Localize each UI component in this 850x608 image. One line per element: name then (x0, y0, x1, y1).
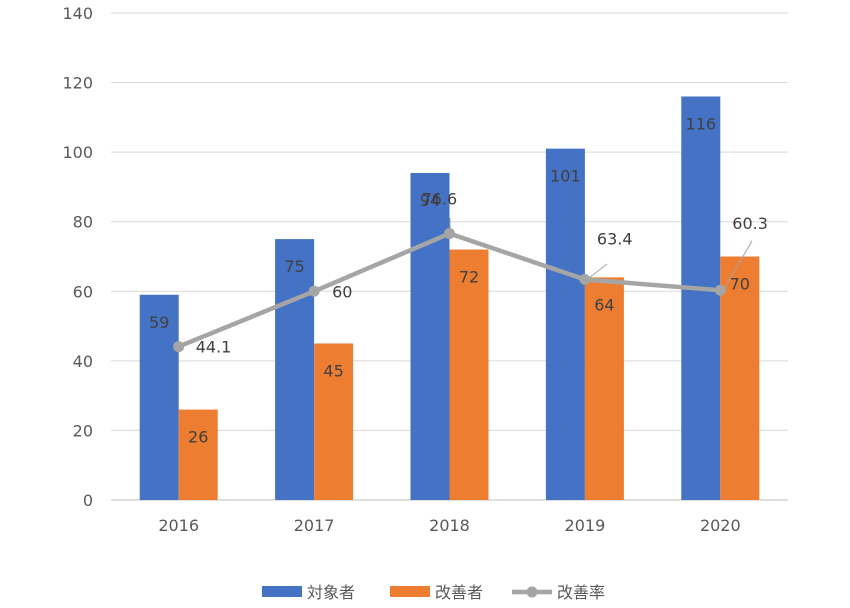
line-point (308, 285, 320, 297)
bar-対象者 (545, 148, 585, 500)
legend-label: 改善者 (435, 583, 483, 602)
line-point (714, 284, 726, 296)
bar-data-label: 26 (188, 428, 208, 447)
bar-data-label: 94 (420, 191, 440, 210)
legend-swatch (390, 586, 430, 597)
bar-data-label: 70 (730, 275, 750, 294)
legend-label: 対象者 (307, 583, 355, 602)
legend-marker (526, 586, 538, 598)
data-label-leader (723, 240, 753, 290)
line-data-label: 76.6 (422, 190, 458, 209)
line-data-label: 60.3 (732, 214, 768, 233)
bar-data-label: 64 (594, 295, 614, 314)
bar-対象者 (139, 294, 179, 500)
line-data-label: 44.1 (196, 338, 232, 357)
bar-改善者 (178, 409, 218, 500)
bar-改善者 (720, 256, 760, 500)
bar-改善者 (314, 343, 354, 500)
x-tick-label: 2017 (294, 516, 335, 535)
bar-data-label: 75 (284, 257, 304, 276)
y-tick-label: 0 (83, 491, 93, 510)
line-data-label: 60 (332, 282, 352, 301)
bar-data-label: 45 (323, 361, 343, 380)
line-point (173, 341, 185, 353)
y-tick-label: 60 (73, 282, 93, 301)
bar-対象者 (681, 96, 721, 500)
y-tick-label: 120 (62, 74, 93, 93)
line-data-label: 63.4 (597, 229, 633, 248)
x-tick-label: 2018 (429, 516, 470, 535)
legend-label: 改善率 (557, 583, 605, 602)
x-tick-label: 2020 (700, 516, 741, 535)
y-tick-label: 40 (73, 352, 93, 371)
bar-改善者 (449, 249, 489, 500)
y-tick-label: 140 (62, 4, 93, 23)
y-tick-label: 80 (73, 213, 93, 232)
bar-data-label: 101 (550, 167, 581, 186)
bar-data-label: 72 (459, 268, 479, 287)
line-point (444, 228, 455, 240)
x-tick-label: 2016 (158, 516, 199, 535)
legend-swatch (262, 586, 302, 597)
bar-改善者 (584, 277, 624, 500)
x-tick-label: 2019 (565, 516, 606, 535)
y-tick-label: 20 (73, 421, 93, 440)
y-tick-label: 100 (62, 143, 93, 162)
bar-data-label: 116 (686, 114, 717, 133)
bar-data-label: 59 (149, 313, 169, 332)
bar-対象者 (275, 239, 315, 500)
bar-対象者 (410, 173, 450, 500)
line-point (579, 273, 591, 285)
